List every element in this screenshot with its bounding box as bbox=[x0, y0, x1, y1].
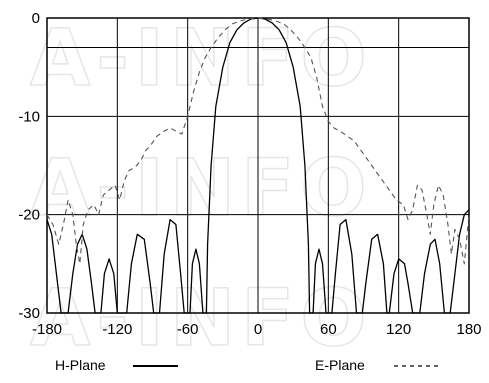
x-tick-label-0: -180 bbox=[32, 321, 62, 338]
tick-labels: -180 -120 -60 0 60 120 180 0 -10 -20 -30 bbox=[18, 10, 481, 338]
y-tick-label-3: -30 bbox=[18, 305, 40, 322]
watermark-text-bottom: A-INFO bbox=[30, 274, 373, 364]
x-tick-label-4: 60 bbox=[320, 321, 337, 338]
legend-label-1: E-Plane bbox=[315, 357, 365, 373]
series-line-e-plane bbox=[46, 17, 470, 265]
y-tick-label-2: -20 bbox=[18, 207, 40, 224]
series-layer bbox=[46, 17, 470, 314]
watermark: A-INFO A-INFO A-INFO bbox=[29, 13, 373, 365]
y-tick-label-1: -10 bbox=[18, 108, 40, 125]
x-tick-label-2: -60 bbox=[177, 321, 199, 338]
watermark-text-middle: A-INFO bbox=[30, 144, 373, 234]
x-tick-label-5: 120 bbox=[386, 321, 411, 338]
x-tick-label-1: -120 bbox=[102, 321, 132, 338]
watermark-text-top: A-INFO bbox=[30, 14, 373, 104]
x-tick-label-3: 0 bbox=[254, 321, 262, 338]
legend: H-Plane E-Plane bbox=[55, 357, 438, 373]
y-tick-label-0: 0 bbox=[32, 10, 40, 27]
x-tick-label-6: 180 bbox=[456, 321, 481, 338]
legend-label-0: H-Plane bbox=[55, 357, 106, 373]
